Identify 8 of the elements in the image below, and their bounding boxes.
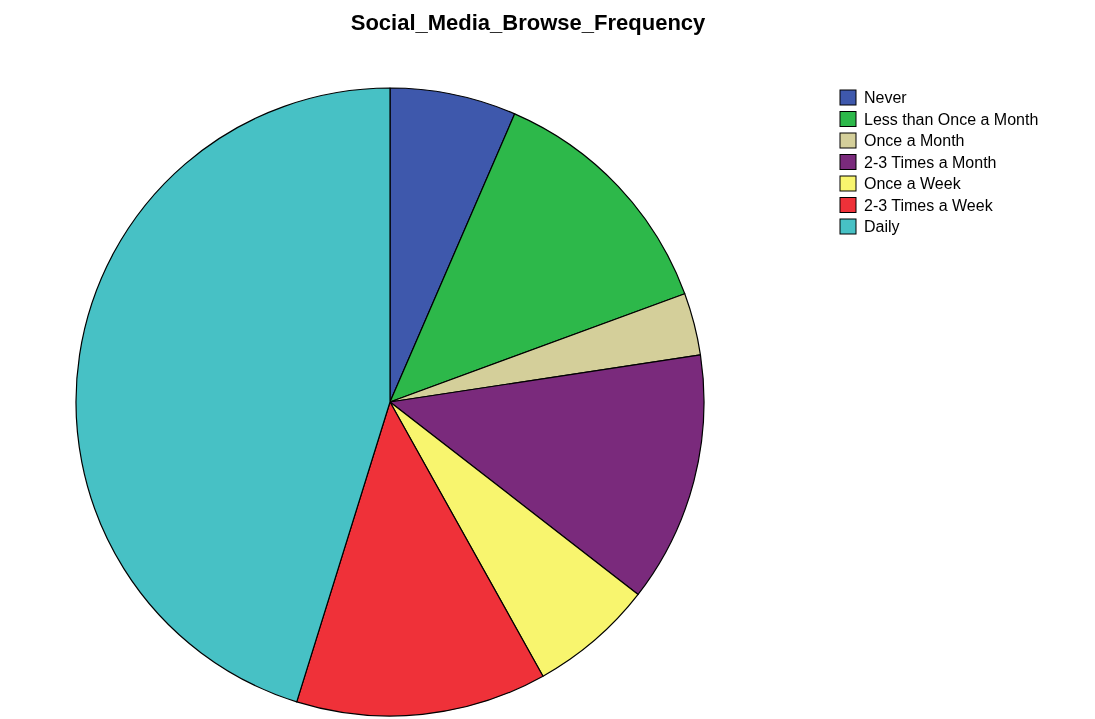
- legend-label: Never: [864, 89, 908, 106]
- legend-label: Daily: [864, 218, 900, 235]
- legend-label: Once a Week: [864, 175, 962, 192]
- legend-label: Once a Month: [864, 132, 965, 149]
- legend-label: Less than Once a Month: [864, 110, 1039, 128]
- chart-title: Social_Media_Browse_Frequency: [350, 10, 707, 35]
- legend-label: 2-3 Times a Month: [864, 153, 997, 171]
- legend-label: 2-3 Times a Week: [864, 196, 994, 214]
